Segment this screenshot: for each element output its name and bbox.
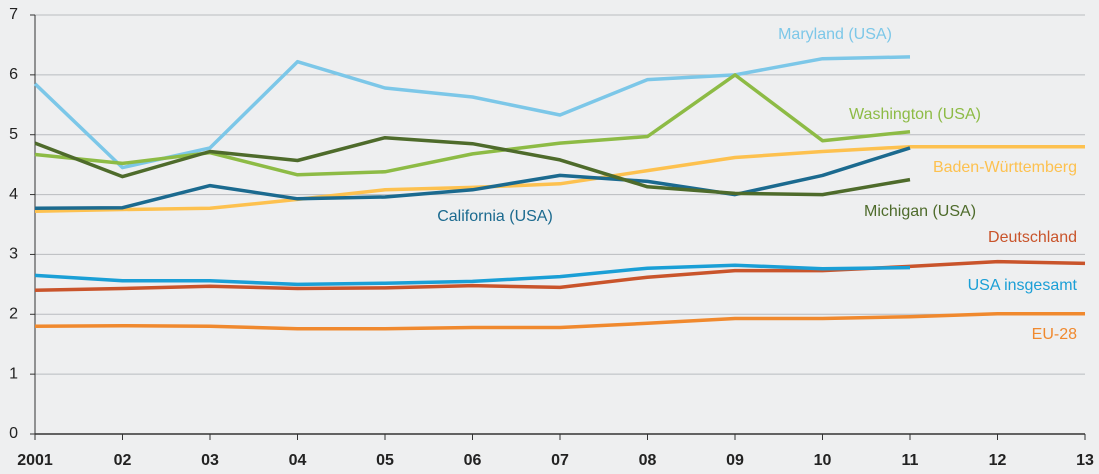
x-tick-label: 13 <box>1076 452 1094 469</box>
y-tick-label: 3 <box>9 246 18 263</box>
x-tick-label: 07 <box>551 452 569 469</box>
line-series <box>33 55 911 170</box>
line-series <box>34 146 911 211</box>
x-tick-label: 2001 <box>17 452 53 469</box>
line-series <box>34 263 911 287</box>
line-series <box>34 311 1085 331</box>
x-tick-label: 10 <box>814 452 832 469</box>
line-series <box>34 144 1085 214</box>
x-tick-label: 09 <box>726 452 744 469</box>
x-tick-label: 06 <box>464 452 482 469</box>
series-label: California (USA) <box>437 208 553 225</box>
series-label: Baden-Württemberg <box>933 159 1077 176</box>
line-series <box>34 135 911 197</box>
x-tick-label: 04 <box>289 452 307 469</box>
y-tick-label: 0 <box>9 425 18 442</box>
x-tick-label: 05 <box>376 452 394 469</box>
y-tick-label: 4 <box>9 186 18 203</box>
series-label: Maryland (USA) <box>778 26 892 43</box>
y-tick-label: 5 <box>9 126 18 143</box>
series-label: Washington (USA) <box>849 106 981 123</box>
x-tick-label: 08 <box>639 452 657 469</box>
line-series <box>34 259 1086 293</box>
series-label: USA insgesamt <box>968 277 1078 294</box>
series-label: Michigan (USA) <box>864 203 976 220</box>
y-tick-label: 6 <box>9 66 18 83</box>
series-label: Deutschland <box>988 229 1077 246</box>
x-tick-label: 12 <box>989 452 1007 469</box>
y-tick-label: 2 <box>9 306 18 323</box>
y-tick-label: 1 <box>9 365 18 382</box>
x-tick-label: 11 <box>902 452 919 469</box>
line-series <box>34 73 911 177</box>
series-label: EU-28 <box>1032 326 1077 343</box>
x-tick-label: 02 <box>114 452 132 469</box>
x-tick-label: 03 <box>201 452 219 469</box>
y-tick-label: 7 <box>9 6 18 23</box>
